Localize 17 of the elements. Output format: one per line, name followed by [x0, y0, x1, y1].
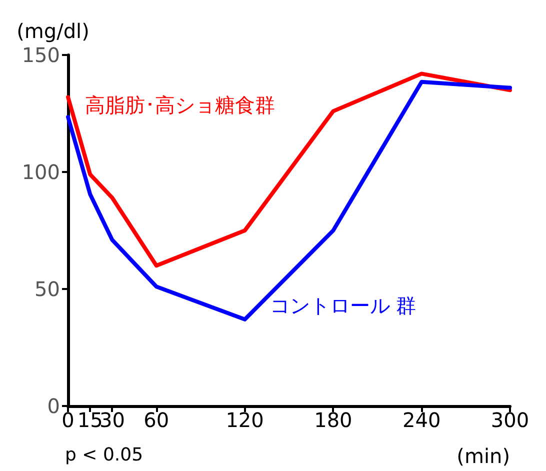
line-series	[66, 80, 512, 322]
x-tick-label: 15	[77, 408, 103, 432]
x-tick-label: 240	[402, 408, 441, 432]
series-label: 高脂肪･高ショ糖食群	[85, 93, 275, 118]
x-tick-label: 60	[144, 408, 170, 432]
x-axis-title: (min)	[456, 444, 510, 468]
y-tick-label: 50	[34, 277, 60, 301]
line-series	[66, 72, 512, 268]
text: p < 0.05	[65, 444, 144, 466]
x-tick-label: 180	[314, 408, 352, 432]
series-label: コントロール 群	[270, 293, 416, 318]
x-tick-label: 0	[62, 408, 74, 432]
x-tick-label: 300	[490, 408, 530, 432]
y-axis-title: (mg/dl)	[16, 19, 90, 43]
y-tick-label: 150	[22, 43, 60, 67]
x-tick-label: 120	[226, 408, 264, 432]
y-tick-label: 100	[22, 160, 60, 184]
